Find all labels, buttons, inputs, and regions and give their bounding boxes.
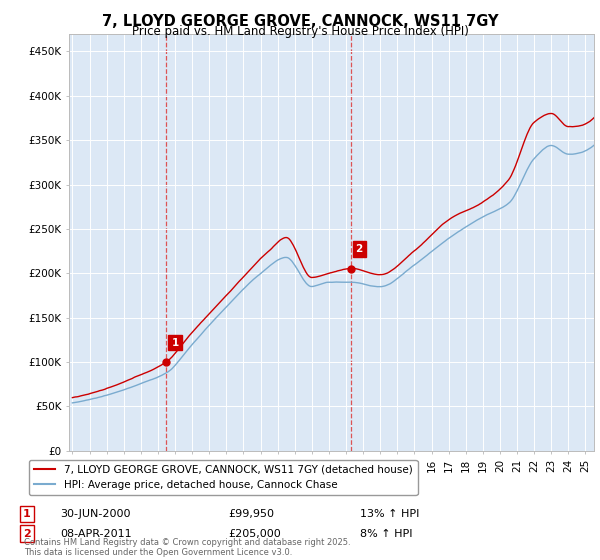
HPI: Average price, detached house, Cannock Chase: (2.02e+03, 2.48e+05): Average price, detached house, Cannock C… (457, 227, 464, 234)
Text: 2: 2 (356, 244, 363, 254)
HPI: Average price, detached house, Cannock Chase: (2e+03, 6.01e+04): Average price, detached house, Cannock C… (94, 394, 101, 401)
Text: £99,950: £99,950 (228, 509, 274, 519)
HPI: Average price, detached house, Cannock Chase: (2.02e+03, 3.35e+05): Average price, detached house, Cannock C… (575, 150, 582, 156)
7, LLOYD GEORGE GROVE, CANNOCK, WS11 7GY (detached house) (69, 394, 76, 401)
7, LLOYD GEORGE GROVE, CANNOCK, WS11 7GY (detached house) (321, 271, 328, 278)
HPI: Average price, detached house, Cannock Chase: (2e+03, 5.77e+04): Average price, detached house, Cannock C… (86, 396, 93, 403)
Text: 7, LLOYD GEORGE GROVE, CANNOCK, WS11 7GY: 7, LLOYD GEORGE GROVE, CANNOCK, WS11 7GY (102, 14, 498, 29)
HPI: Average price, detached house, Cannock Chase: (2.02e+03, 2.22e+05): Average price, detached house, Cannock C… (425, 250, 432, 257)
7, LLOYD GEORGE GROVE, CANNOCK, WS11 7GY (detached house) (94, 388, 101, 395)
7, LLOYD GEORGE GROVE, CANNOCK, WS11 7GY (detached house) (548, 110, 555, 117)
Text: 08-APR-2011: 08-APR-2011 (60, 529, 131, 539)
Legend: 7, LLOYD GEORGE GROVE, CANNOCK, WS11 7GY (detached house), HPI: Average price, d: 7, LLOYD GEORGE GROVE, CANNOCK, WS11 7GY… (29, 460, 418, 495)
Text: 30-JUN-2000: 30-JUN-2000 (60, 509, 131, 519)
HPI: Average price, detached house, Cannock Chase: (2e+03, 5.4e+04): Average price, detached house, Cannock C… (69, 399, 76, 406)
7, LLOYD GEORGE GROVE, CANNOCK, WS11 7GY (detached house) (457, 210, 464, 217)
7, LLOYD GEORGE GROVE, CANNOCK, WS11 7GY (detached house) (425, 234, 432, 241)
7, LLOYD GEORGE GROVE, CANNOCK, WS11 7GY (detached house) (86, 390, 93, 397)
Text: 8% ↑ HPI: 8% ↑ HPI (360, 529, 413, 539)
Text: £205,000: £205,000 (228, 529, 281, 539)
Text: 13% ↑ HPI: 13% ↑ HPI (360, 509, 419, 519)
7, LLOYD GEORGE GROVE, CANNOCK, WS11 7GY (detached house) (590, 114, 598, 121)
7, LLOYD GEORGE GROVE, CANNOCK, WS11 7GY (detached house) (576, 123, 583, 129)
Line: 7, LLOYD GEORGE GROVE, CANNOCK, WS11 7GY (detached house): 7, LLOYD GEORGE GROVE, CANNOCK, WS11 7GY… (73, 114, 594, 398)
Text: 2: 2 (23, 529, 31, 539)
HPI: Average price, detached house, Cannock Chase: (2.01e+03, 1.89e+05): Average price, detached house, Cannock C… (321, 279, 328, 286)
Line: HPI: Average price, detached house, Cannock Chase: HPI: Average price, detached house, Cann… (73, 145, 594, 403)
Text: 1: 1 (172, 338, 179, 348)
Text: 1: 1 (23, 509, 31, 519)
HPI: Average price, detached house, Cannock Chase: (2.03e+03, 3.44e+05): Average price, detached house, Cannock C… (590, 142, 598, 148)
Text: Price paid vs. HM Land Registry's House Price Index (HPI): Price paid vs. HM Land Registry's House … (131, 25, 469, 38)
Text: Contains HM Land Registry data © Crown copyright and database right 2025.
This d: Contains HM Land Registry data © Crown c… (24, 538, 350, 557)
